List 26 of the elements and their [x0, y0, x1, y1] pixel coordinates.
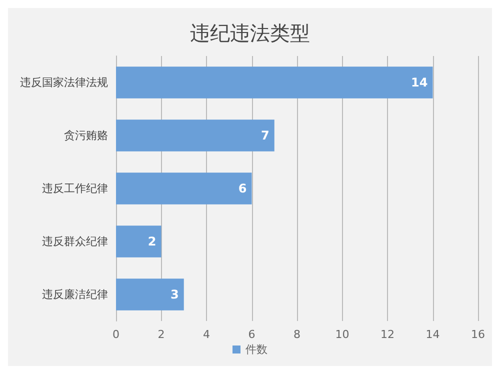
x-tick-label: 4 [203, 328, 210, 341]
x-tick-label: 6 [248, 328, 256, 341]
data-label: 7 [261, 128, 270, 142]
bar [116, 278, 184, 310]
y-tick-label: 违反群众纪律 [42, 235, 108, 248]
x-tick-label: 2 [158, 328, 165, 341]
chart-title: 违纪违法类型 [190, 21, 310, 45]
x-tick-label: 12 [380, 328, 394, 341]
x-tick-label: 10 [335, 328, 350, 341]
y-tick-label: 违反工作纪律 [42, 182, 108, 195]
bar [116, 226, 162, 258]
y-tick-label: 违反廉洁纪律 [42, 288, 108, 301]
y-tick-label: 贪污贿赂 [64, 129, 108, 142]
x-tick-label: 0 [112, 328, 120, 341]
x-tick-label: 14 [426, 328, 440, 341]
x-tick-label: 16 [471, 328, 485, 341]
bar [116, 120, 274, 152]
bar [116, 66, 433, 98]
legend-label: 件数 [246, 343, 268, 356]
y-tick-label: 违反国家法律法规 [20, 76, 108, 89]
data-label: 3 [170, 288, 179, 302]
data-label: 6 [238, 182, 247, 196]
data-label: 2 [148, 234, 156, 248]
bar [116, 172, 252, 204]
x-tick-label: 8 [294, 328, 300, 341]
data-label: 14 [411, 76, 428, 90]
